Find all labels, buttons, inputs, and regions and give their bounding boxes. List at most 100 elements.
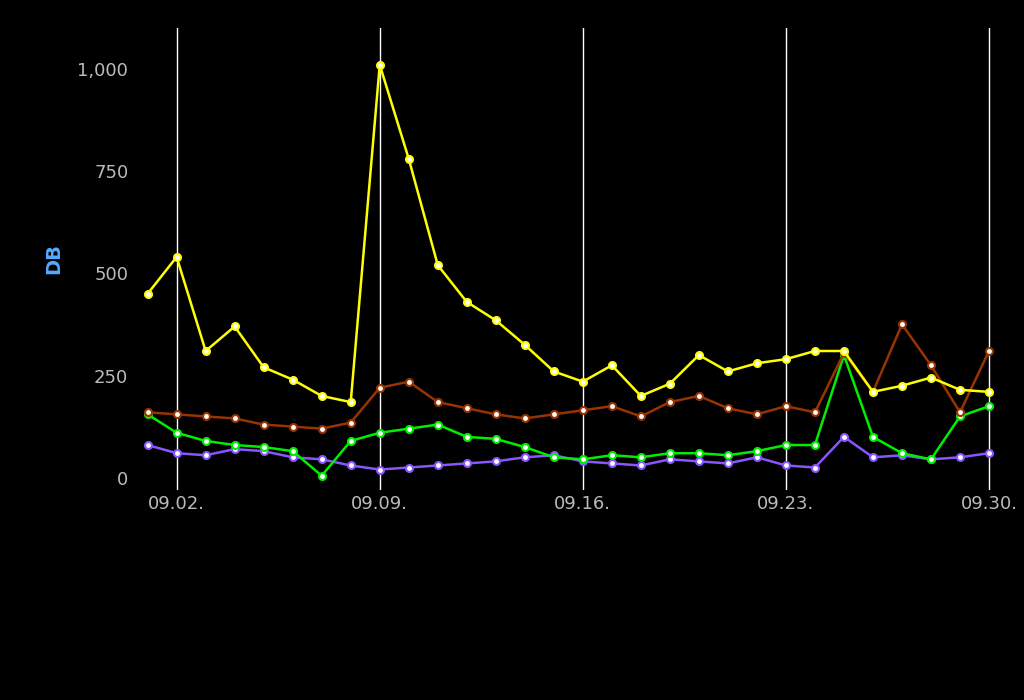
DK minden tartalomban emlités (10817 db) <box>432 261 444 270</box>
DK minden tartalomban emlités (10817 db) <box>838 346 850 355</box>
LMP minden tartalomban emlités (3651 db) <box>838 351 850 359</box>
Együtt 2014 minden tartalomban emlités (2396 db) <box>432 461 444 470</box>
Jobbik minden tartalomban emlités (6554 db) <box>605 402 617 410</box>
Jobbik minden tartalomban emlités (6554 db) <box>780 402 793 410</box>
DK minden tartalomban emlités (10817 db) <box>170 253 182 261</box>
Jobbik minden tartalomban emlités (6554 db) <box>838 349 850 357</box>
Együtt 2014 minden tartalomban emlités (2396 db) <box>664 455 676 463</box>
Jobbik minden tartalomban emlités (6554 db) <box>954 408 967 416</box>
DK minden tartalomban emlités (10817 db) <box>200 346 212 355</box>
Együtt 2014 minden tartalomban emlités (2396 db) <box>258 447 270 456</box>
DK minden tartalomban emlités (10817 db) <box>866 388 879 396</box>
Jobbik minden tartalomban emlités (6554 db) <box>170 410 182 419</box>
Jobbik minden tartalomban emlités (6554 db) <box>896 320 908 328</box>
DK minden tartalomban emlités (10817 db) <box>489 316 502 325</box>
DK minden tartalomban emlités (10817 db) <box>228 322 241 330</box>
DK minden tartalomban emlités (10817 db) <box>896 382 908 390</box>
DK minden tartalomban emlités (10817 db) <box>780 355 793 363</box>
DK minden tartalomban emlités (10817 db) <box>315 392 328 400</box>
LMP minden tartalomban emlités (3651 db) <box>896 449 908 457</box>
Jobbik minden tartalomban emlités (6554 db) <box>635 412 647 421</box>
DK minden tartalomban emlités (10817 db) <box>287 375 299 384</box>
Jobbik minden tartalomban emlités (6554 db) <box>141 408 154 416</box>
Jobbik minden tartalomban emlités (6554 db) <box>692 392 705 400</box>
LMP minden tartalomban emlités (3651 db) <box>751 447 763 456</box>
DK minden tartalomban emlités (10817 db) <box>751 359 763 368</box>
Jobbik minden tartalomban emlités (6554 db) <box>228 414 241 423</box>
Jobbik minden tartalomban emlités (6554 db) <box>432 398 444 406</box>
Együtt 2014 minden tartalomban emlités (2396 db) <box>866 453 879 461</box>
Együtt 2014 minden tartalomban emlités (2396 db) <box>809 463 821 472</box>
LMP minden tartalomban emlités (3651 db) <box>664 449 676 457</box>
DK minden tartalomban emlités (10817 db) <box>692 351 705 359</box>
Jobbik minden tartalomban emlités (6554 db) <box>664 398 676 406</box>
Jobbik minden tartalomban emlités (6554 db) <box>577 406 589 414</box>
Együtt 2014 minden tartalomban emlités (2396 db) <box>780 461 793 470</box>
DK minden tartalomban emlités (10817 db) <box>954 386 967 394</box>
LMP minden tartalomban emlités (3651 db) <box>722 451 734 459</box>
Együtt 2014 minden tartalomban emlités (2396 db) <box>315 455 328 463</box>
Együtt 2014 minden tartalomban emlités (2396 db) <box>577 457 589 466</box>
Jobbik minden tartalomban emlités (6554 db) <box>983 346 995 355</box>
Jobbik minden tartalomban emlités (6554 db) <box>315 424 328 433</box>
DK minden tartalomban emlités (10817 db) <box>461 298 473 306</box>
Együtt 2014 minden tartalomban emlités (2396 db) <box>722 459 734 468</box>
Jobbik minden tartalomban emlités (6554 db) <box>402 377 415 386</box>
DK minden tartalomban emlités (10817 db) <box>722 368 734 376</box>
Y-axis label: DB: DB <box>44 244 63 274</box>
DK minden tartalomban emlités (10817 db) <box>258 363 270 372</box>
Együtt 2014 minden tartalomban emlités (2396 db) <box>518 453 530 461</box>
DK minden tartalomban emlités (10817 db) <box>664 379 676 388</box>
LMP minden tartalomban emlités (3651 db) <box>692 449 705 457</box>
LMP minden tartalomban emlités (3651 db) <box>605 451 617 459</box>
Együtt 2014 minden tartalomban emlités (2396 db) <box>838 433 850 441</box>
Együtt 2014 minden tartalomban emlités (2396 db) <box>374 466 386 474</box>
LMP minden tartalomban emlités (3651 db) <box>635 453 647 461</box>
DK minden tartalomban emlités (10817 db) <box>402 155 415 163</box>
LMP minden tartalomban emlités (3651 db) <box>577 455 589 463</box>
Együtt 2014 minden tartalomban emlités (2396 db) <box>925 455 937 463</box>
DK minden tartalomban emlités (10817 db) <box>548 368 560 376</box>
Együtt 2014 minden tartalomban emlités (2396 db) <box>141 441 154 449</box>
Együtt 2014 minden tartalomban emlités (2396 db) <box>344 461 357 470</box>
LMP minden tartalomban emlités (3651 db) <box>315 472 328 480</box>
LMP minden tartalomban emlités (3651 db) <box>200 437 212 445</box>
Együtt 2014 minden tartalomban emlités (2396 db) <box>402 463 415 472</box>
DK minden tartalomban emlités (10817 db) <box>141 290 154 298</box>
LMP minden tartalomban emlités (3651 db) <box>866 433 879 441</box>
LMP minden tartalomban emlités (3651 db) <box>141 410 154 419</box>
Együtt 2014 minden tartalomban emlités (2396 db) <box>228 445 241 454</box>
LMP minden tartalomban emlités (3651 db) <box>402 424 415 433</box>
LMP minden tartalomban emlités (3651 db) <box>258 443 270 452</box>
Jobbik minden tartalomban emlités (6554 db) <box>258 421 270 429</box>
Együtt 2014 minden tartalomban emlités (2396 db) <box>692 457 705 466</box>
Együtt 2014 minden tartalomban emlités (2396 db) <box>461 459 473 468</box>
Jobbik minden tartalomban emlités (6554 db) <box>925 361 937 370</box>
DK minden tartalomban emlités (10817 db) <box>809 346 821 355</box>
Jobbik minden tartalomban emlités (6554 db) <box>518 414 530 423</box>
DK minden tartalomban emlités (10817 db) <box>925 373 937 382</box>
LMP minden tartalomban emlités (3651 db) <box>983 402 995 410</box>
LMP minden tartalomban emlités (3651 db) <box>809 441 821 449</box>
Jobbik minden tartalomban emlités (6554 db) <box>866 388 879 396</box>
DK minden tartalomban emlités (10817 db) <box>983 388 995 396</box>
Együtt 2014 minden tartalomban emlités (2396 db) <box>605 459 617 468</box>
LMP minden tartalomban emlités (3651 db) <box>548 453 560 461</box>
Együtt 2014 minden tartalomban emlités (2396 db) <box>751 453 763 461</box>
Együtt 2014 minden tartalomban emlités (2396 db) <box>170 449 182 457</box>
LMP minden tartalomban emlités (3651 db) <box>780 441 793 449</box>
LMP minden tartalomban emlités (3651 db) <box>344 437 357 445</box>
LMP minden tartalomban emlités (3651 db) <box>374 428 386 437</box>
DK minden tartalomban emlités (10817 db) <box>374 61 386 69</box>
LMP minden tartalomban emlités (3651 db) <box>228 441 241 449</box>
Jobbik minden tartalomban emlités (6554 db) <box>461 404 473 412</box>
Együtt 2014 minden tartalomban emlités (2396 db) <box>200 451 212 459</box>
Együtt 2014 minden tartalomban emlités (2396 db) <box>954 453 967 461</box>
Együtt 2014 minden tartalomban emlités (2396 db) <box>548 451 560 459</box>
Együtt 2014 minden tartalomban emlités (2396 db) <box>983 449 995 457</box>
LMP minden tartalomban emlités (3651 db) <box>518 443 530 452</box>
DK minden tartalomban emlités (10817 db) <box>605 361 617 370</box>
Jobbik minden tartalomban emlités (6554 db) <box>287 422 299 430</box>
DK minden tartalomban emlités (10817 db) <box>635 392 647 400</box>
Line: DK minden tartalomban emlités (10817 db): DK minden tartalomban emlités (10817 db) <box>144 62 992 405</box>
